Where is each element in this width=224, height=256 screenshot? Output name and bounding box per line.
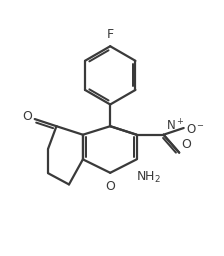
Text: O: O bbox=[22, 110, 32, 123]
Text: N$^+$: N$^+$ bbox=[166, 118, 185, 133]
Text: O: O bbox=[105, 179, 115, 193]
Text: O: O bbox=[181, 138, 191, 151]
Text: O$^-$: O$^-$ bbox=[186, 123, 205, 136]
Text: NH$_2$: NH$_2$ bbox=[136, 170, 162, 185]
Text: F: F bbox=[107, 28, 114, 41]
